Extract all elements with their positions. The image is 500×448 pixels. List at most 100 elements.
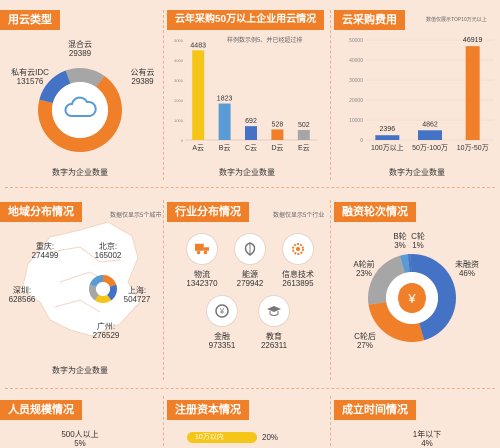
bar-value-label: 2396 (380, 126, 396, 133)
cloud-usage-note: 样例数示例5、并已经超过排 (227, 38, 303, 44)
industry-education-label: 教育 226311 (260, 332, 288, 350)
slice-region-5 (89, 275, 103, 287)
city-beijing: 北京: 165002 (94, 242, 122, 260)
slice-post-c (368, 301, 425, 342)
bar-value-label: 4862 (422, 121, 438, 128)
y-tick-label: 1000 (174, 118, 184, 123)
financing-panel: 融资轮次情况 ¥ B轮 3% C轮 1% A轮前 23% 未融资 46% C轮后 27% (334, 192, 500, 384)
bar-C云 (245, 126, 257, 140)
bar-value-label: 46919 (463, 37, 483, 44)
bar-value-label: 1823 (217, 96, 233, 103)
y-tick-label: 2000 (174, 98, 184, 103)
y-tick-label: 4000 (174, 58, 184, 63)
founded-panel: 成立时间情况 1年以下 4% (334, 394, 500, 448)
cloud-cost-bar-chart: 0 10000 20000 30000 40000 50000 2396 100万以上 4862… (349, 37, 494, 152)
capital-pct: 20% (262, 433, 279, 442)
cloud-usage-bar-chart: 4483 A云 1823 B云 692 C云 528 D云 502 E云 0 1000 2000 3000… (174, 38, 317, 152)
x-tick-label: 100万以上 (371, 143, 404, 152)
cloud-usage-panel: 云年采购50万以上企业用云情况 样例数示例5、并已经超过排 4483 A云 1823… (167, 0, 327, 190)
slice-private (38, 75, 122, 152)
x-tick-label: D云 (271, 144, 283, 152)
x-tick-label: E云 (298, 144, 310, 152)
region-caption: 数字为企业数量 (52, 366, 108, 375)
y-tick-label: 0 (181, 138, 184, 143)
bar-E云 (297, 129, 310, 140)
round-post-c-label: C轮后 27% (354, 332, 376, 350)
industry-circle-energy (235, 234, 265, 264)
yen-coin-icon: ¥ (215, 304, 229, 318)
label-public: 公有云 29389 (130, 68, 155, 86)
industry-title: 行业分布情况 (167, 202, 249, 222)
staff-label: 500人以上 5% (61, 430, 99, 448)
region-title: 地域分布情况 (0, 202, 82, 222)
slice-unfunded (410, 254, 456, 341)
bar-B云 (218, 103, 231, 140)
region-note: 数据仅显示5个城市 (110, 213, 162, 219)
y-tick-label: 10000 (349, 118, 363, 124)
slice-region-2 (107, 284, 117, 301)
y-tick-label: 3000 (174, 78, 184, 83)
slice-b (399, 254, 410, 274)
y-tick-label: 5000 (174, 38, 184, 43)
china-map (21, 221, 141, 337)
gear-icon (292, 243, 304, 255)
cloud-usage-caption: 数字为企业数量 (219, 168, 275, 177)
industry-circle-finance: ¥ (207, 296, 237, 326)
capital-panel: 注册资本情况 10万以内 20% (167, 394, 327, 446)
x-tick-label: 50万-100万 (412, 144, 448, 152)
cloud-cost-panel: 云采购费用 数值仅展示TOP10万元以上 0 10000 20000 30000 400… (334, 0, 500, 190)
y-tick-label: 30000 (349, 78, 363, 84)
bar-A云 (192, 50, 205, 141)
cloud-usage-title: 云年采购50万以上企业用云情况 (167, 10, 325, 30)
founded-title: 成立时间情况 (334, 400, 416, 420)
cloud-icon-circle (58, 88, 102, 132)
round-unfunded-label: 未融资 46% (455, 260, 479, 278)
slice-region-3 (94, 294, 112, 303)
city-shenzhen: 深圳: 628566 (8, 286, 36, 304)
slice-region-4 (89, 284, 99, 301)
city-shanghai: 上海: 504727 (123, 286, 151, 304)
cloud-icon (64, 96, 97, 117)
y-tick-label: 50000 (349, 38, 363, 44)
bar-value-label: 502 (298, 122, 310, 129)
svg-text:¥: ¥ (219, 307, 225, 316)
graduation-cap-icon (267, 306, 281, 316)
industry-circle-logistics (187, 234, 217, 264)
x-tick-label: C云 (245, 144, 257, 152)
round-b-label: B轮 3% (393, 232, 407, 250)
cloud-type-panel: 用云类型 混合云 29389 私有云IDC 131576 公有云 29389 数字为企… (0, 0, 160, 190)
cloud-cost-caption: 数字为企业数量 (389, 168, 445, 177)
industry-circle-education (259, 296, 289, 326)
industry-energy-label: 能源 279942 (236, 270, 264, 288)
region-panel: 地域分布情况 数据仅显示5个城市 重庆: 274499 北京: 165002 深圳:… (0, 192, 162, 384)
cloud-cost-note: 数值仅展示TOP10万元以上 (426, 17, 487, 23)
bar-value-label: 4483 (190, 42, 206, 49)
slice-hybrid (65, 68, 105, 88)
industry-note: 数据仅显示5个行业 (273, 213, 325, 219)
x-tick-label: 10万-50万 (457, 144, 489, 152)
slice-region-1 (103, 275, 117, 287)
industry-it-label: 信息技术 2613895 (282, 270, 314, 288)
staff-title: 人员规模情况 (0, 400, 82, 420)
x-tick-label: A云 (192, 144, 204, 152)
industry-logistics-label: 物流 1342370 (186, 270, 218, 288)
bar-50万-100万 (418, 130, 442, 140)
bar-value-label: 528 (272, 121, 284, 128)
round-pre-a-label: A轮前 23% (353, 260, 375, 278)
truck-icon (195, 243, 209, 255)
slice-pre-a (368, 255, 405, 305)
label-hybrid: 混合云 29389 (68, 40, 92, 58)
y-tick-label: 20000 (349, 98, 363, 104)
founded-label: 1年以下 4% (412, 430, 442, 448)
leaf-icon (244, 242, 256, 256)
x-tick-label: B云 (219, 144, 231, 152)
cloud-cost-title: 云采购费用 (334, 10, 405, 30)
financing-donut: ¥ (368, 254, 456, 342)
cloud-type-caption: 数字为企业数量 (52, 168, 108, 177)
city-guangzhou: 广州: 276529 (92, 322, 120, 340)
cloud-type-title: 用云类型 (0, 10, 60, 30)
bar-10万-50万 (465, 46, 480, 140)
industry-circle-it (283, 234, 313, 264)
capital-bar-label: 10万以内 (195, 434, 224, 441)
round-c-label: C轮 1% (411, 232, 425, 250)
